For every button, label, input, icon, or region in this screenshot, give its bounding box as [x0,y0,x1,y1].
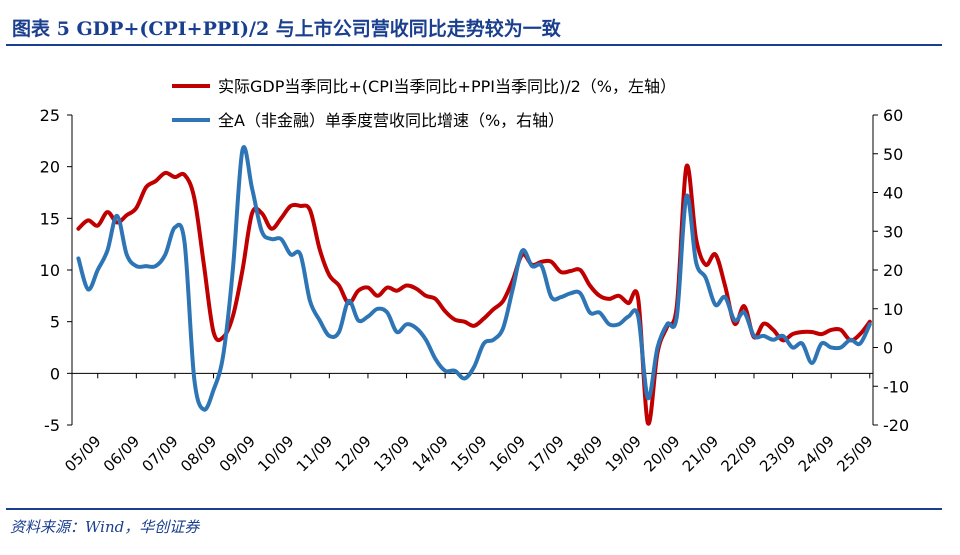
left-axis-tick-label: 25 [40,106,60,125]
x-axis-tick-label: 23/09 [756,432,799,475]
chart-header: 图表 5 GDP+(CPI+PPI)/2 与上市公司营收同比走势较为一致 [6,4,946,42]
x-axis-tick-label: 13/09 [370,432,413,475]
left-axis-tick-label: 20 [40,158,60,177]
right-axis-tick-label: -10 [883,377,909,396]
left-axis-tick-label: 15 [40,209,60,228]
x-axis-tick-label: 07/09 [138,432,181,475]
x-axis-tick-label: 19/09 [602,432,645,475]
right-axis-tick-label: 50 [883,145,903,164]
legend-label: 全A（非金融）单季度营收同比增速（%，右轴） [218,111,564,130]
right-axis-tick-label: 30 [883,222,903,241]
x-axis-tick-label: 15/09 [447,432,490,475]
right-axis-tick-label: 40 [883,184,903,203]
x-axis-tick-label: 08/09 [177,432,220,475]
right-axis-tick-label: 20 [883,261,903,280]
right-axis-tick-label: -20 [883,416,909,435]
header-rule [6,44,942,46]
right-axis-tick-label: 0 [883,339,893,358]
chart-title: 图表 5 GDP+(CPI+PPI)/2 与上市公司营收同比走势较为一致 [12,18,561,40]
x-axis-tick-label: 21/09 [679,432,722,475]
x-axis-tick-label: 18/09 [563,432,606,475]
legend-label: 实际GDP当季同比+(CPI当季同比+PPI当季同比)/2（%，左轴） [218,77,676,96]
footer-rule [6,508,942,510]
x-axis-tick-label: 14/09 [409,432,452,475]
x-axis-tick-label: 17/09 [524,432,567,475]
left-axis-tick-label: 10 [40,261,60,280]
x-axis-tick-label: 06/09 [100,432,143,475]
right-axis-tick-label: 60 [883,106,903,125]
x-axis-tick-label: 05/09 [61,432,104,475]
right-axis-tick-label: 10 [883,300,903,319]
x-axis-tick-label: 22/09 [718,432,761,475]
x-axis-tick-label: 10/09 [254,432,297,475]
left-axis-tick-label: 5 [50,313,60,332]
series-line-all-a [76,145,872,412]
source-note: 资料来源：Wind，华创证券 [10,518,200,536]
x-axis-tick-label: 11/09 [293,432,336,475]
x-axis-tick-label: 25/09 [833,432,876,475]
left-axis-tick-label: 0 [50,364,60,383]
left-axis-tick-label: -5 [44,416,60,435]
x-axis-tick-label: 09/09 [216,432,259,475]
x-axis-tick-label: 24/09 [795,432,838,475]
x-axis-tick-label: 16/09 [486,432,529,475]
x-axis-tick-label: 20/09 [640,432,683,475]
x-axis-tick-label: 12/09 [331,432,374,475]
series-line-gdp [76,163,872,426]
